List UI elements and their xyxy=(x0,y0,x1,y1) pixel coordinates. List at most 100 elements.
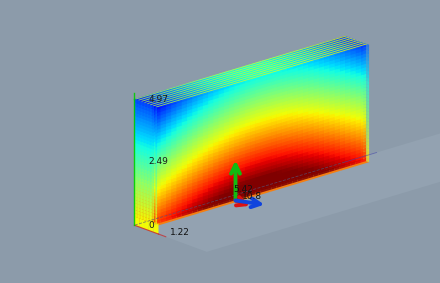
Polygon shape xyxy=(236,85,241,90)
Polygon shape xyxy=(276,132,281,137)
Polygon shape xyxy=(347,45,352,50)
Polygon shape xyxy=(203,195,208,200)
Polygon shape xyxy=(137,132,143,137)
Polygon shape xyxy=(291,147,296,152)
Polygon shape xyxy=(219,177,224,182)
Polygon shape xyxy=(306,55,311,60)
Polygon shape xyxy=(152,104,157,109)
Polygon shape xyxy=(287,173,293,178)
Polygon shape xyxy=(163,165,168,170)
Polygon shape xyxy=(263,88,268,93)
Polygon shape xyxy=(150,214,155,219)
Polygon shape xyxy=(221,94,226,98)
Polygon shape xyxy=(139,186,145,191)
Polygon shape xyxy=(293,101,297,106)
Polygon shape xyxy=(214,141,220,146)
Polygon shape xyxy=(344,142,349,147)
Polygon shape xyxy=(246,149,252,154)
Polygon shape xyxy=(237,159,242,164)
Polygon shape xyxy=(145,195,150,200)
Polygon shape xyxy=(149,210,154,215)
Polygon shape xyxy=(342,104,347,109)
Polygon shape xyxy=(249,150,254,155)
Polygon shape xyxy=(149,143,154,148)
Polygon shape xyxy=(147,145,152,151)
Polygon shape xyxy=(189,116,194,121)
Polygon shape xyxy=(220,110,225,115)
Polygon shape xyxy=(271,140,277,145)
Polygon shape xyxy=(208,203,213,209)
Polygon shape xyxy=(292,97,297,102)
Polygon shape xyxy=(315,92,320,97)
Polygon shape xyxy=(245,138,250,143)
Polygon shape xyxy=(342,87,347,93)
Polygon shape xyxy=(193,107,198,112)
Polygon shape xyxy=(300,160,305,166)
Polygon shape xyxy=(137,179,143,184)
Polygon shape xyxy=(352,88,358,93)
Polygon shape xyxy=(304,152,310,157)
Polygon shape xyxy=(244,175,249,180)
Polygon shape xyxy=(253,87,259,92)
Polygon shape xyxy=(277,76,282,81)
Polygon shape xyxy=(228,156,234,161)
Polygon shape xyxy=(261,143,266,148)
Polygon shape xyxy=(318,156,323,161)
Polygon shape xyxy=(310,80,315,85)
Polygon shape xyxy=(334,142,340,146)
Polygon shape xyxy=(134,116,136,120)
Polygon shape xyxy=(218,160,223,165)
Polygon shape xyxy=(286,119,292,124)
Polygon shape xyxy=(267,82,272,87)
Polygon shape xyxy=(181,110,186,115)
Polygon shape xyxy=(215,85,220,90)
Polygon shape xyxy=(153,185,158,190)
Polygon shape xyxy=(184,121,189,127)
Polygon shape xyxy=(304,121,309,126)
Polygon shape xyxy=(288,119,293,124)
Polygon shape xyxy=(330,147,335,152)
Polygon shape xyxy=(324,108,329,113)
Polygon shape xyxy=(282,171,287,176)
Polygon shape xyxy=(173,131,179,136)
Polygon shape xyxy=(358,100,363,104)
Polygon shape xyxy=(278,166,283,171)
Polygon shape xyxy=(316,43,328,47)
Polygon shape xyxy=(143,127,148,132)
Polygon shape xyxy=(280,63,286,68)
Polygon shape xyxy=(180,183,185,188)
Polygon shape xyxy=(247,181,254,192)
Polygon shape xyxy=(264,95,270,100)
Polygon shape xyxy=(208,177,213,182)
Polygon shape xyxy=(178,156,183,161)
Polygon shape xyxy=(309,86,314,91)
Polygon shape xyxy=(155,110,158,115)
Polygon shape xyxy=(220,76,225,81)
Polygon shape xyxy=(176,199,182,204)
Polygon shape xyxy=(353,46,355,50)
Polygon shape xyxy=(158,106,164,111)
Polygon shape xyxy=(202,110,207,115)
Polygon shape xyxy=(341,67,346,71)
Polygon shape xyxy=(231,117,236,122)
Polygon shape xyxy=(292,148,297,153)
Polygon shape xyxy=(318,113,323,118)
Polygon shape xyxy=(202,181,207,186)
Polygon shape xyxy=(200,127,205,132)
Polygon shape xyxy=(160,154,165,158)
Polygon shape xyxy=(147,177,148,181)
Polygon shape xyxy=(211,76,216,82)
Polygon shape xyxy=(140,177,146,182)
Polygon shape xyxy=(204,145,209,149)
Polygon shape xyxy=(308,45,313,50)
Polygon shape xyxy=(230,130,235,135)
Polygon shape xyxy=(287,109,292,114)
Polygon shape xyxy=(295,51,301,56)
Polygon shape xyxy=(244,132,249,137)
Polygon shape xyxy=(209,126,214,131)
Polygon shape xyxy=(192,134,198,139)
Polygon shape xyxy=(211,160,216,165)
Polygon shape xyxy=(236,119,241,124)
Polygon shape xyxy=(353,136,355,140)
Polygon shape xyxy=(219,102,224,107)
